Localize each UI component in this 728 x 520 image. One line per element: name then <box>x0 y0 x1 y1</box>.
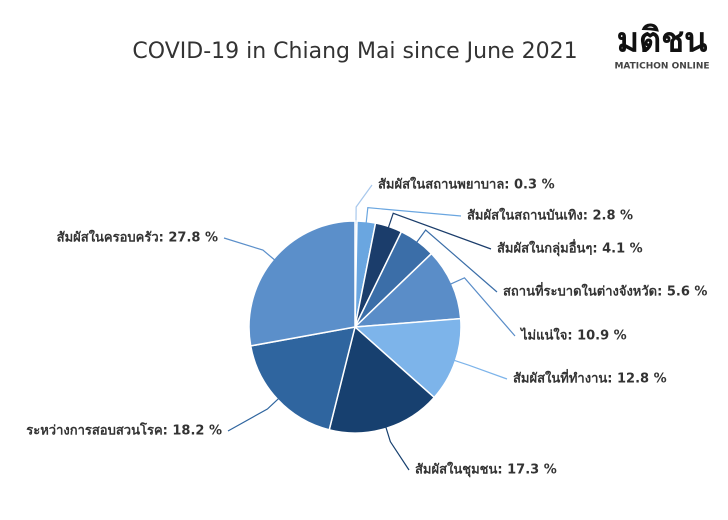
leader-line <box>384 425 410 471</box>
data-label: สัมผัสในที่ทำงาน: 12.8 % <box>513 369 667 387</box>
data-label: สัมผัสในสถานบันเทิง: 2.8 % <box>467 207 633 224</box>
leader-line <box>415 229 498 293</box>
data-label: สัมผัสในชุมชน: 17.3 % <box>415 461 557 478</box>
data-label: สัมผัสในกลุ่มอื่นๆ: 4.1 % <box>497 239 643 257</box>
data-label: สถานที่ระบาดในต่างจังหวัด: 5.6 % <box>503 282 707 300</box>
logo-sub: MATICHON ONLINE <box>614 62 709 72</box>
leader-line <box>452 359 508 380</box>
leader-line <box>355 184 373 225</box>
logo-main: มติชน <box>617 21 708 61</box>
leader-line <box>365 207 462 225</box>
leader-line <box>448 277 516 337</box>
chart-title: COVID-19 in Chiang Mai since June 2021 <box>132 39 577 64</box>
data-label: ไม่แน่ใจ: 10.9 % <box>519 327 627 344</box>
data-label: ระหว่างการสอบสวนโรค: 18.2 % <box>26 422 222 439</box>
data-label: สัมผัสในสถานพยาบาล: 0.3 % <box>378 176 555 193</box>
data-label: สัมผัสในครอบครัว: 27.8 % <box>57 229 218 246</box>
leader-line <box>387 212 492 250</box>
leader-line <box>227 396 281 432</box>
leader-line <box>223 237 277 262</box>
